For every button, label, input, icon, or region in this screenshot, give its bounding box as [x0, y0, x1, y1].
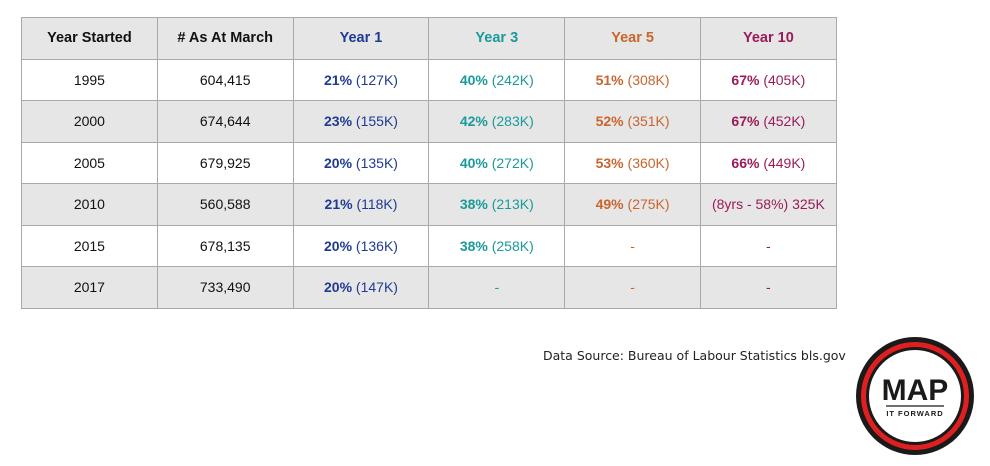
logo-graphic: MAP IT FORWARD: [856, 337, 974, 455]
cell-year-5: 49% (275K): [564, 183, 701, 226]
cell-year-3: 40% (272K): [428, 141, 566, 184]
cell-percent: 67%: [731, 113, 760, 130]
cell-year-3: 40% (242K): [428, 58, 566, 101]
cell-count-detail: (258K): [487, 237, 534, 254]
header-year-5: Year 5: [564, 17, 701, 60]
cell-count-detail: (275K): [623, 196, 670, 213]
cell-year-started: 2010: [21, 183, 158, 226]
cell-count-detail: (155K): [352, 113, 398, 130]
cell-percent: 66%: [731, 154, 760, 171]
cell-year-5: 51% (308K): [564, 58, 701, 101]
cell-year-1: 23% (155K): [292, 100, 430, 143]
cell-count-detail: (283K): [487, 113, 534, 130]
cell-count-detail: -: [766, 279, 771, 296]
header-year-10: Year 10: [699, 17, 837, 60]
cell-year-10: 67% (405K): [699, 58, 837, 101]
header-year-3: Year 3: [428, 17, 566, 60]
cell-count-detail: (147K): [352, 279, 398, 296]
cell-count-detail: -: [494, 279, 500, 296]
cell-count-detail: (360K): [623, 154, 670, 171]
cell-year-5: -: [564, 266, 701, 309]
cell-count-detail: -: [630, 237, 635, 254]
cell-count-detail: (405K): [759, 71, 806, 88]
cell-count-detail: (242K): [487, 71, 534, 88]
cell-year-1: 20% (135K): [292, 141, 430, 184]
cell-year-started: 2017: [21, 266, 158, 309]
data-table: Year Started # As At March Year 1 Year 3…: [21, 17, 837, 309]
cell-count-detail: (135K): [352, 154, 398, 171]
cell-year-3: 38% (258K): [428, 224, 566, 267]
cell-count: 733,490: [156, 266, 294, 309]
cell-count: 678,135: [156, 224, 294, 267]
cell-year-10: (8yrs - 58%) 325K: [699, 183, 837, 226]
cell-year-10: -: [699, 266, 837, 309]
cell-percent: 42%: [459, 113, 488, 130]
cell-count: 674,644: [156, 100, 294, 143]
cell-count-detail: (308K): [623, 71, 670, 88]
logo-sub-text: IT FORWARD: [886, 409, 943, 418]
cell-percent: 38%: [459, 237, 488, 254]
cell-count: 679,925: [156, 141, 294, 184]
logo-main-text: MAP: [882, 374, 949, 407]
cell-year-started: 1995: [21, 58, 158, 101]
cell-count: 604,415: [156, 58, 294, 101]
cell-percent: 38%: [459, 196, 488, 213]
cell-percent: 67%: [731, 71, 760, 88]
cell-year-10: -: [699, 224, 837, 267]
cell-year-started: 2000: [21, 100, 158, 143]
cell-percent: 40%: [459, 71, 488, 88]
cell-year-3: 38% (213K): [428, 183, 566, 226]
cell-percent: 21%: [324, 196, 353, 213]
header-year-started: Year Started: [21, 17, 158, 60]
table-row: 1995 604,415 21% (127K) 40% (242K) 51% (308K…: [21, 58, 837, 101]
cell-year-1: 21% (118K): [292, 183, 430, 226]
cell-year-1: 20% (136K): [292, 224, 430, 267]
table-row: 2017 733,490 20% (147K) - - -: [21, 266, 837, 309]
cell-year-5: 53% (360K): [564, 141, 701, 184]
cell-count-detail: (127K): [352, 71, 398, 88]
header-row: Year Started # As At March Year 1 Year 3…: [21, 17, 837, 60]
cell-count-detail: (118K): [352, 196, 398, 213]
cell-count-detail: (272K): [487, 154, 534, 171]
map-it-forward-logo: MAP IT FORWARD: [853, 334, 977, 458]
cell-percent: 49%: [595, 196, 624, 213]
cell-percent: 23%: [324, 113, 353, 130]
cell-year-3: -: [428, 266, 566, 309]
cell-percent: 20%: [324, 154, 353, 171]
cell-year-10: 66% (449K): [699, 141, 837, 184]
cell-count-detail: (449K): [759, 154, 806, 171]
cell-year-started: 2015: [21, 224, 158, 267]
logo-face: [869, 350, 961, 442]
cell-count-detail: (213K): [487, 196, 534, 213]
cell-count-detail: (452K): [759, 113, 806, 130]
cell-percent: 21%: [324, 71, 353, 88]
cell-year-5: -: [564, 224, 701, 267]
cell-count-detail: (8yrs - 58%) 325K: [711, 196, 825, 213]
data-source-note: Data Source: Bureau of Labour Statistics…: [543, 348, 846, 363]
cell-year-started: 2005: [21, 141, 158, 184]
cell-percent: 53%: [595, 154, 624, 171]
cell-count: 560,588: [156, 183, 294, 226]
cell-percent: 20%: [324, 279, 353, 296]
header-count: # As At March: [156, 17, 294, 60]
table-body: 1995 604,415 21% (127K) 40% (242K) 51% (308K…: [21, 58, 837, 309]
table-row: 2010 560,588 21% (118K) 38% (213K) 49% (275K…: [21, 183, 837, 226]
cell-count-detail: -: [766, 237, 771, 254]
table-row: 2000 674,644 23% (155K) 42% (283K) 52% (351K…: [21, 100, 837, 143]
cell-percent: 52%: [595, 113, 624, 130]
cell-year-5: 52% (351K): [564, 100, 701, 143]
cell-percent: 20%: [324, 237, 353, 254]
cell-count-detail: (136K): [352, 237, 398, 254]
header-year-1: Year 1: [292, 17, 430, 60]
cell-year-3: 42% (283K): [428, 100, 566, 143]
cell-percent: 40%: [459, 154, 488, 171]
cell-count-detail: (351K): [623, 113, 670, 130]
cell-year-1: 20% (147K): [292, 266, 430, 309]
cell-year-10: 67% (452K): [699, 100, 837, 143]
table-row: 2015 678,135 20% (136K) 38% (258K) - -: [21, 224, 837, 267]
cell-count-detail: -: [630, 279, 635, 296]
table-row: 2005 679,925 20% (135K) 40% (272K) 53% (360K…: [21, 141, 837, 184]
cell-year-1: 21% (127K): [292, 58, 430, 101]
cell-percent: 51%: [595, 71, 624, 88]
